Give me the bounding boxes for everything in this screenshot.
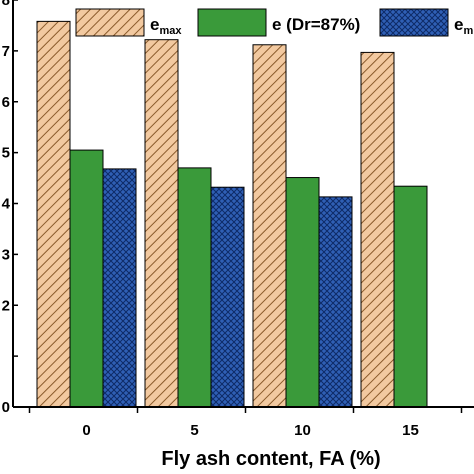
legend-label: e (Dr=87%) [272,15,360,34]
bar-e-max-5 [144,39,179,408]
x-tick-label: 10 [294,422,311,439]
bar-e-max-15 [360,51,395,408]
y-tick-label: 8 [2,0,10,9]
legend-label: emin [454,15,474,37]
y-tick-label: 4 [2,196,11,213]
y-tick-label: 0 [2,399,10,416]
y-tick-label: 3 [2,246,10,263]
bar-e-max-10 [252,44,287,408]
bar-e-min-10 [318,196,353,408]
bar-e-max-0 [36,20,71,408]
x-axis-title: Fly ash content, FA (%) [161,448,380,470]
y-tick-label: 2 [2,297,10,314]
bar-e-dr-87--5 [177,167,212,408]
y-tick-label: 7 [2,43,10,60]
legend-label: emax [150,15,182,37]
bar-e-min-0 [102,168,137,408]
bar-e-min-5 [210,186,245,408]
legend-swatch [379,8,449,37]
ticks-group: 0 2 3 4 5 6 7 8 0 5 10 15 [2,0,463,439]
y-tick-label: 6 [2,94,10,111]
legend-swatch [75,8,145,37]
legend-swatch [197,8,267,37]
legend: emax e (Dr=87%) emin [75,8,474,37]
bars-group [36,20,428,408]
y-tick-label: 5 [2,145,10,162]
x-tick-label: 15 [402,422,419,439]
bar-e-dr-87--10 [285,177,320,408]
x-tick-label: 5 [190,422,198,439]
bar-e-dr-87--0 [69,149,104,408]
bar-e-dr-87--15 [393,185,428,408]
x-tick-label: 0 [82,422,90,439]
